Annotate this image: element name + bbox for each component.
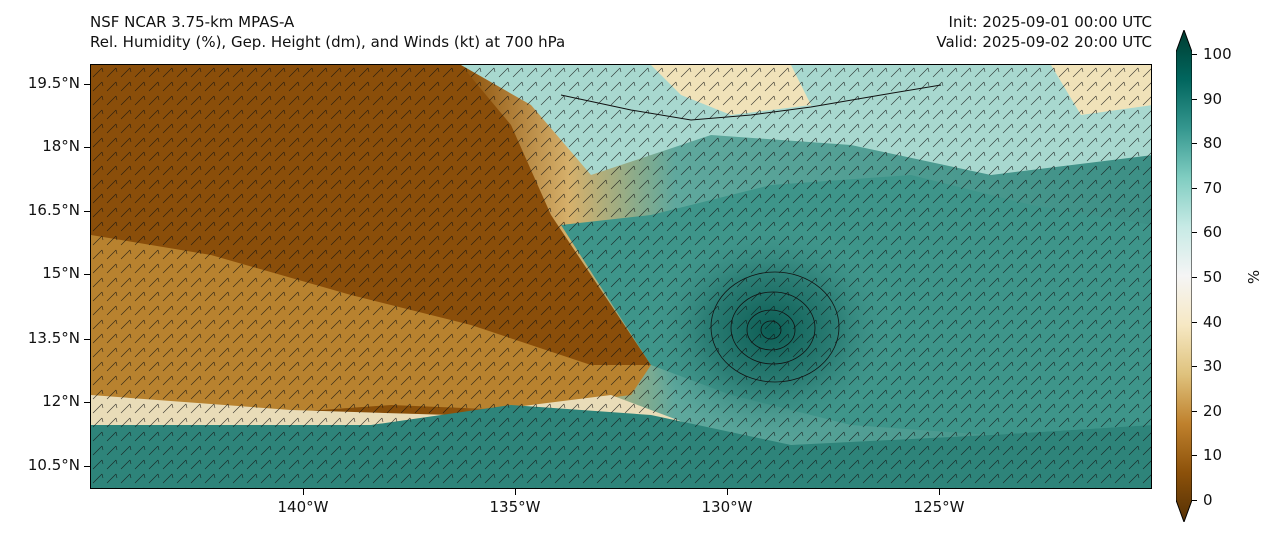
cb-tick [1192, 366, 1197, 367]
cb-label-80: 80 [1203, 134, 1223, 152]
lat-tick [84, 211, 90, 212]
lat-label-12: 12°N [42, 392, 80, 410]
cb-label-90: 90 [1203, 90, 1223, 108]
lon-label-135w: 135°W [489, 498, 541, 516]
cb-tick [1192, 143, 1197, 144]
lat-label-16-5: 16.5°N [27, 201, 80, 219]
lat-label-19-5: 19.5°N [27, 74, 80, 92]
lon-tick [727, 489, 728, 495]
cb-tick [1192, 54, 1197, 55]
colorbar-scale [1176, 30, 1192, 522]
cb-label-70: 70 [1203, 179, 1223, 197]
cb-tick [1192, 277, 1197, 278]
field-description: Rel. Humidity (%), Gep. Height (dm), and… [90, 33, 566, 51]
cb-tick [1192, 232, 1197, 233]
cb-tick [1192, 455, 1197, 456]
cb-label-100: 100 [1203, 45, 1232, 63]
cb-label-60: 60 [1203, 223, 1223, 241]
cb-label-50: 50 [1203, 268, 1223, 286]
valid-time: Valid: 2025-09-02 20:00 UTC [936, 33, 1152, 51]
cb-label-40: 40 [1203, 313, 1223, 331]
lon-tick [303, 489, 304, 495]
lat-label-15: 15°N [42, 264, 80, 282]
model-title: NSF NCAR 3.75-km MPAS-A [90, 13, 295, 31]
cb-tick [1192, 411, 1197, 412]
lon-tick [515, 489, 516, 495]
cb-label-10: 10 [1203, 446, 1223, 464]
wind-barbs [91, 65, 1151, 488]
cb-tick [1192, 188, 1197, 189]
lat-tick [84, 402, 90, 403]
lat-tick [84, 466, 90, 467]
init-time: Init: 2025-09-01 00:00 UTC [948, 13, 1152, 31]
lon-label-140w: 140°W [277, 498, 329, 516]
cb-label-0: 0 [1203, 491, 1213, 509]
title-left: NSF NCAR 3.75-km MPAS-A Rel. Humidity (%… [90, 12, 565, 52]
cb-tick [1192, 99, 1197, 100]
lat-label-13-5: 13.5°N [27, 329, 80, 347]
lat-tick [84, 274, 90, 275]
lat-tick [84, 339, 90, 340]
rh-field [91, 65, 1151, 488]
cb-label-30: 30 [1203, 357, 1223, 375]
cb-tick [1192, 500, 1197, 501]
lat-tick [84, 147, 90, 148]
lon-label-125w: 125°W [913, 498, 965, 516]
lat-label-18: 18°N [42, 137, 80, 155]
colorbar-units: % [1245, 269, 1264, 285]
colorbar [1176, 30, 1192, 522]
rh-map-panel[interactable] [90, 64, 1152, 489]
lat-tick [84, 84, 90, 85]
lat-label-10-5: 10.5°N [27, 456, 80, 474]
title-right: Init: 2025-09-01 00:00 UTC Valid: 2025-0… [740, 12, 1152, 52]
cb-label-20: 20 [1203, 402, 1223, 420]
cb-tick [1192, 322, 1197, 323]
lon-tick [939, 489, 940, 495]
lon-label-130w: 130°W [701, 498, 753, 516]
